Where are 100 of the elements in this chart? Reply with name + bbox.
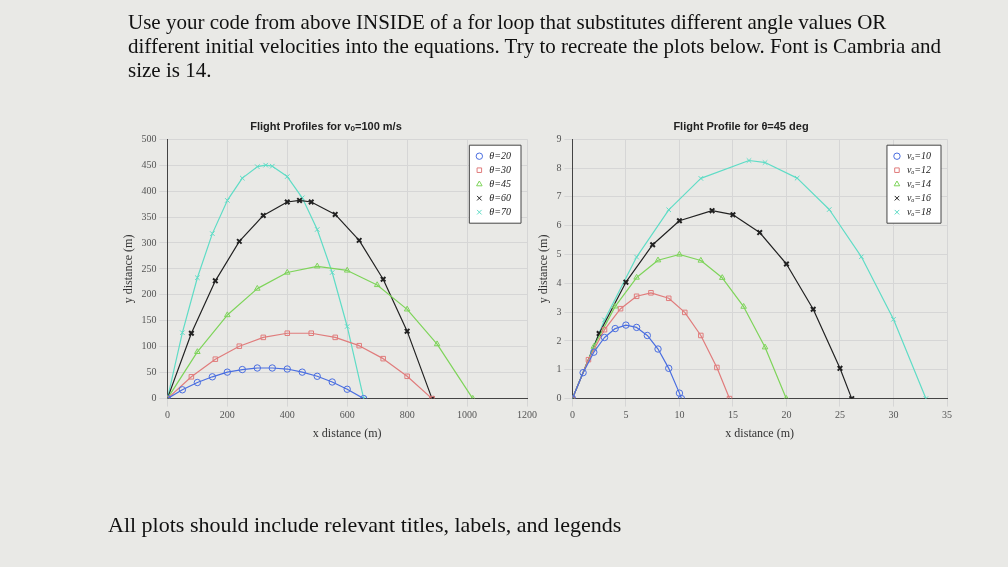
point [343,266,351,273]
point [284,198,291,206]
x-axis-title: x distance (m) [312,425,382,440]
point [179,329,186,336]
point [332,334,338,341]
y-tick-label: 450 [141,158,157,170]
y-tick-label: 200 [141,288,157,300]
x-tick-label: 600 [339,409,355,421]
point [253,364,261,372]
point [343,385,351,393]
y-tick-label: 7 [556,190,562,202]
point [617,305,624,312]
point [284,330,291,336]
point [698,175,704,182]
y-tick-label: 50 [146,366,157,378]
point [675,389,684,397]
point [404,373,410,380]
point [344,323,350,330]
legend-label: vₒ=14 [906,177,931,189]
x-tick-label: 1200 [517,409,537,421]
x-tick-label: 800 [399,409,415,421]
point [633,254,640,260]
point [676,250,683,257]
point [611,302,619,309]
point [654,256,662,263]
text: All plots should include relevant titles, labels, and legends [108,512,623,538]
point [254,163,261,170]
point [585,356,592,363]
x-tick-label: 0 [164,409,170,421]
point [194,274,201,281]
x-tick-label: 30 [888,409,899,421]
point [794,175,800,181]
point [268,364,276,372]
y-tick-label: 4 [556,276,562,288]
y-tick-label: 2 [556,334,562,346]
point [590,348,598,356]
point [239,175,246,181]
text: Use your code from above INSIDE of a for loop that substitutes different angle values OR different initial velocities into the equations. Try to recreate the plots below. Font is Cambria and size is 14. [128,10,942,82]
point [600,333,609,342]
point [224,197,231,204]
point [314,226,320,233]
point [269,163,276,169]
point [632,323,641,332]
x-tick-label: 1000 [457,409,478,421]
point [260,334,267,341]
legend-label: θ=45 [489,177,512,189]
point [223,368,232,376]
y-tick-label: 300 [141,236,157,248]
point [665,364,673,373]
legend-label: θ=30 [489,163,512,175]
point [718,274,726,280]
point [633,273,640,280]
x-tick-label: 200 [219,409,235,421]
y-tick-label: 0 [556,392,562,404]
y-tick-label: 250 [141,262,157,274]
legend-label: vₒ=10 [906,149,931,161]
point [209,230,216,237]
point [208,373,217,381]
point [740,302,747,309]
legend-label: θ=60 [489,191,512,203]
point [643,331,652,340]
y-axis-title: y distance (m) [121,234,136,304]
point [373,281,381,288]
y-tick-label: 0 [151,392,157,404]
point [238,365,247,374]
point [328,378,336,386]
point [633,293,640,300]
point [188,374,195,380]
point [308,330,314,336]
y-tick-label: 400 [141,184,157,196]
y-tick-label: 3 [556,305,562,317]
point [665,295,672,302]
x-tick-label: 400 [279,409,295,421]
y-tick-label: 6 [556,219,562,231]
legend-label: vₒ=12 [906,163,931,175]
y-tick-label: 9 [556,132,562,144]
chart-title: Flight Profiles for vₒ=100 m/s [250,119,402,132]
point [654,345,662,353]
point [329,269,335,276]
point [622,321,630,329]
legend-label: vₒ=16 [906,191,931,203]
point [283,365,291,373]
point [254,284,261,291]
point [708,207,716,214]
point [601,326,608,333]
y-tick-label: 1 [556,363,562,375]
y-tick-label: 100 [141,340,157,352]
point [729,211,737,218]
y-tick-label: 8 [556,161,562,173]
x-tick-label: 10 [674,409,685,421]
chart-title: Flight Profile for θ=45 deg [673,119,809,132]
point [601,317,608,323]
point [858,254,865,260]
y-axis-title: y distance (m) [536,234,551,304]
point [236,343,243,349]
x-tick-label: 25 [834,409,845,421]
x-tick-label: 35 [942,409,952,421]
x-tick-label: 20 [781,409,792,421]
point [761,343,769,350]
point [298,368,306,376]
